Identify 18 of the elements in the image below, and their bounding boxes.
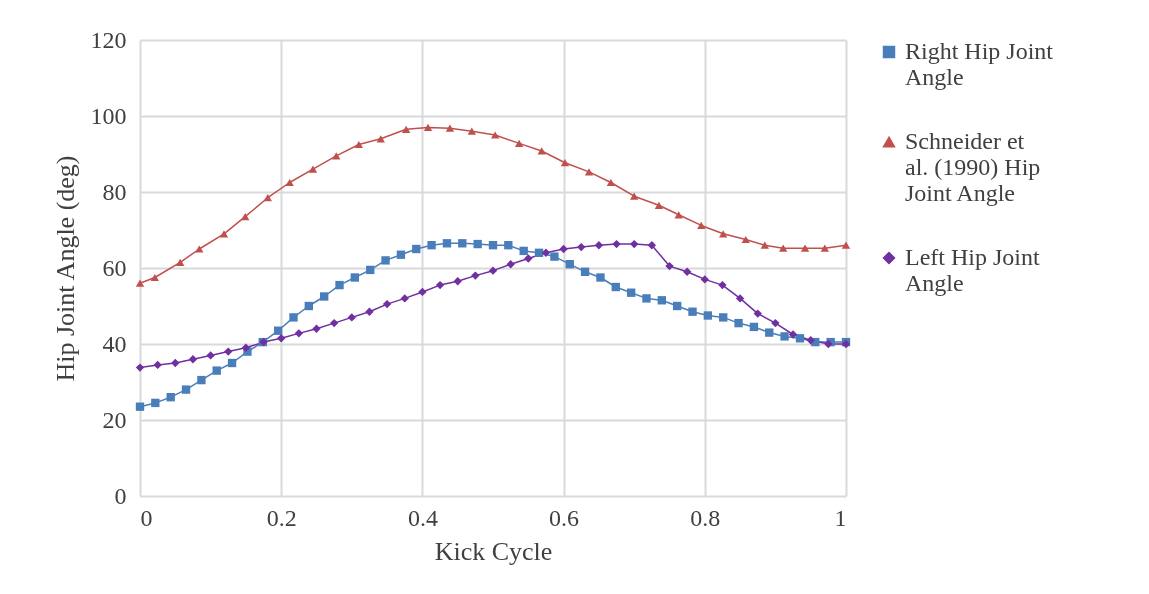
x-axis-title: Kick Cycle — [434, 536, 553, 566]
x-tick-label: 0 — [140, 504, 153, 531]
x-tick-label: 0.8 — [690, 504, 721, 531]
y-tick-label: 60 — [102, 254, 127, 281]
y-tick-label: 100 — [90, 102, 127, 129]
y-tick-label: 0 — [114, 482, 127, 509]
y-tick-label: 20 — [102, 406, 127, 433]
legend-label: Left Hip Joint Angle — [905, 244, 1040, 296]
x-tick-label: 0.2 — [266, 504, 297, 531]
y-tick-label: 40 — [102, 330, 127, 357]
x-tick-label: 0.6 — [549, 504, 580, 531]
x-tick-label: 0.4 — [407, 504, 438, 531]
x-tick-label: 1 — [834, 504, 847, 531]
legend-label: Schneider et al. (1990) Hip Joint Angle — [905, 128, 1041, 206]
legend-label: Right Hip Joint Angle — [905, 38, 1054, 90]
y-tick-label: 120 — [90, 26, 127, 53]
y-tick-label: 80 — [102, 178, 127, 205]
y-axis-title: Hip Joint Angle (deg) — [50, 155, 80, 382]
